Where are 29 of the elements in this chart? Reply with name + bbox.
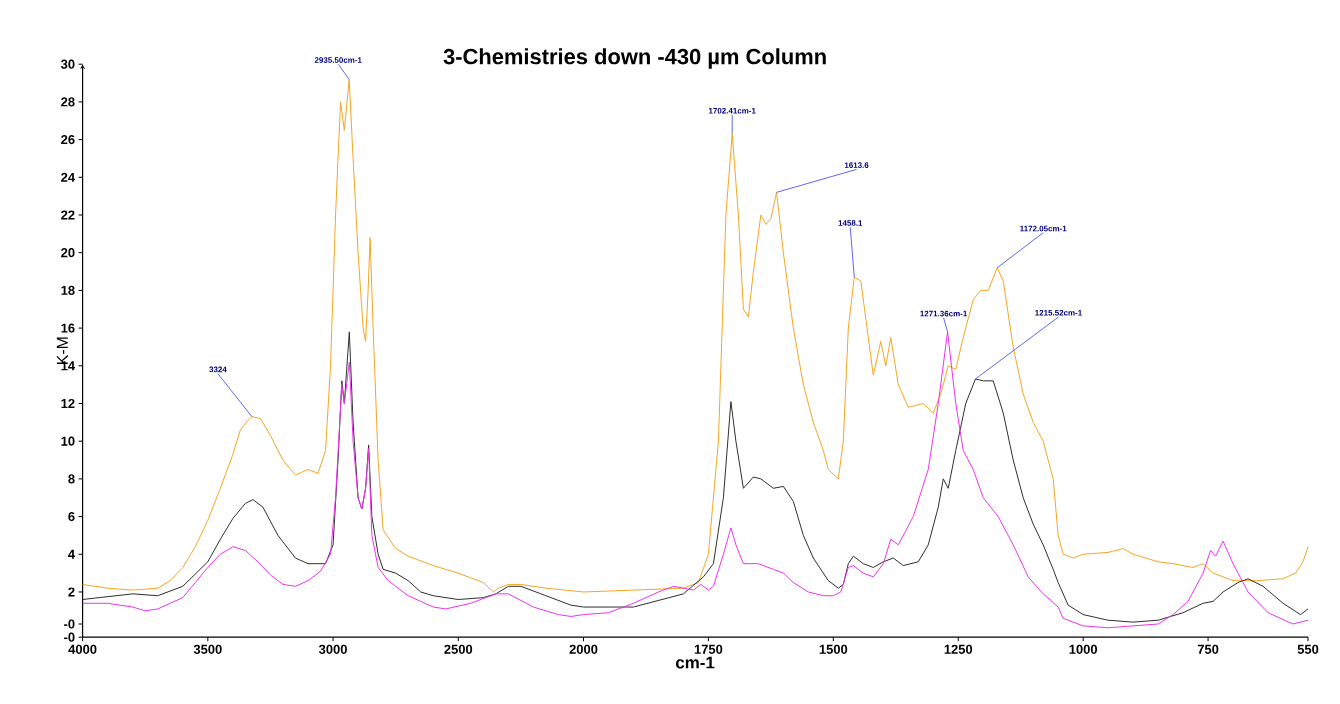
y-tick-label: 26: [61, 135, 75, 145]
x-axis-title: cm-1: [675, 656, 715, 669]
x-tick-label: 2000: [569, 644, 598, 654]
y-tick-label: -0: [64, 619, 75, 629]
y-tick-label: 22: [61, 210, 75, 220]
y-tick-label: 6: [68, 511, 75, 522]
y-tick-label: 4: [68, 549, 76, 559]
y-tick-label: 24: [61, 172, 76, 182]
x-tick-label: 1750: [694, 644, 723, 654]
y-tick-label: 12: [61, 398, 75, 408]
y-tick-label: 8: [68, 474, 75, 484]
x-tick-label: 3500: [193, 644, 222, 654]
x-tick-label: 2500: [444, 644, 473, 654]
text: 3-Chemistries down -430 µm Column: [443, 48, 826, 69]
x-tick-label: 1250: [944, 644, 973, 654]
x-tick-label: 550: [1297, 644, 1319, 654]
y-tick-label: 16: [61, 323, 75, 333]
x-tick-label: 1000: [1069, 644, 1098, 654]
x-tick-label: 750: [1197, 644, 1219, 654]
x-tick-label: 4000: [68, 644, 97, 654]
y-tick-label: 28: [61, 97, 75, 107]
x-tick-label: 3000: [318, 644, 347, 654]
x-tick-label: 1500: [819, 644, 848, 654]
y-tick-label: 2: [68, 587, 75, 597]
y-tick-label: -0: [64, 632, 75, 642]
y-tick-label: 18: [61, 285, 75, 295]
y-tick-label: 10: [61, 436, 75, 446]
y-tick-label: 30: [60, 59, 75, 69]
y-tick-label: 20: [61, 248, 75, 258]
